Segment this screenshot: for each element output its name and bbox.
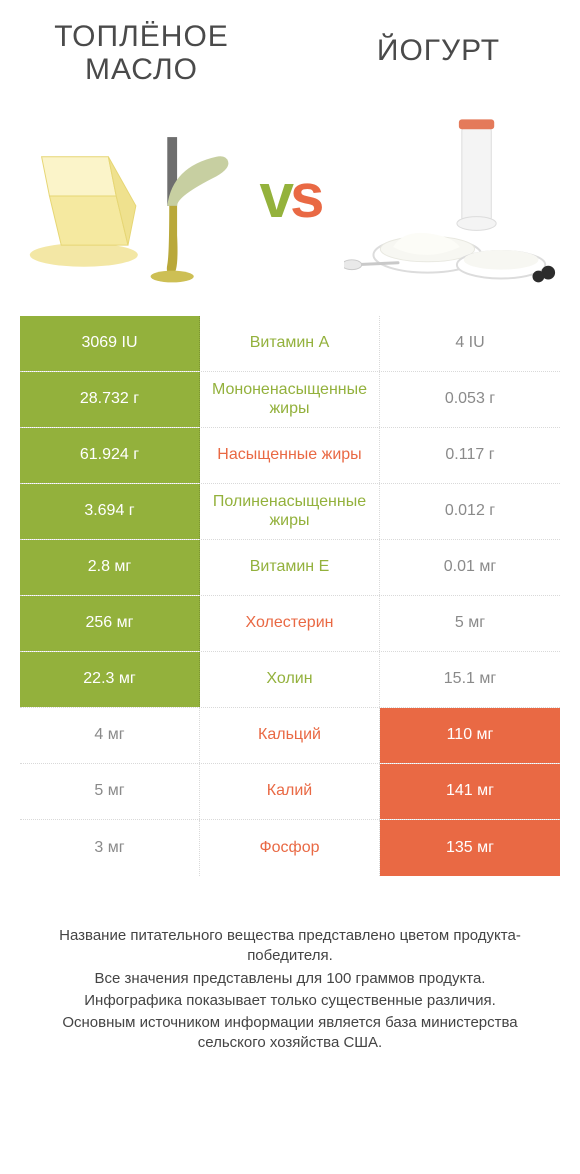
left-value-cell: 3.694 г — [20, 484, 200, 539]
table-row: 256 мгХолестерин5 мг — [20, 596, 560, 652]
right-product-image — [344, 106, 560, 286]
right-value-cell: 0.053 г — [380, 372, 560, 427]
table-row: 4 мгКальций110 мг — [20, 708, 560, 764]
right-value-cell: 0.117 г — [380, 428, 560, 483]
nutrient-label-cell: Насыщенные жиры — [200, 428, 380, 483]
footer-line: Основным источником информации является … — [30, 1013, 550, 1054]
left-value-cell: 256 мг — [20, 596, 200, 651]
ghee-butter-icon — [20, 106, 236, 286]
nutrient-label-cell: Калий — [200, 764, 380, 819]
left-value-cell: 3 мг — [20, 820, 200, 876]
nutrient-label-cell: Витамин A — [200, 316, 380, 371]
nutrient-label-cell: Кальций — [200, 708, 380, 763]
nutrient-label-cell: Фосфор — [200, 820, 380, 876]
right-value-cell: 135 мг — [380, 820, 560, 876]
table-row: 22.3 мгХолин15.1 мг — [20, 652, 560, 708]
right-product-title: ЙОГУРТ — [317, 20, 560, 67]
right-value-cell: 110 мг — [380, 708, 560, 763]
table-row: 61.924 гНасыщенные жиры0.117 г — [20, 428, 560, 484]
images-row: vs — [20, 96, 560, 296]
footer-line: Инфографика показывает только существенн… — [30, 991, 550, 1011]
footer-line: Название питательного вещества представл… — [30, 926, 550, 967]
left-value-cell: 61.924 г — [20, 428, 200, 483]
right-value-cell: 0.01 мг — [380, 540, 560, 595]
left-value-cell: 2.8 мг — [20, 540, 200, 595]
footer-notes: Название питательного вещества представл… — [20, 926, 560, 1054]
right-value-cell: 15.1 мг — [380, 652, 560, 707]
left-product-title: ТОПЛЁНОЕ МАСЛО — [20, 20, 263, 86]
table-row: 3069 IUВитамин A4 IU — [20, 316, 560, 372]
vs-s: s — [290, 162, 320, 231]
right-value-cell: 4 IU — [380, 316, 560, 371]
nutrient-label-cell: Полиненасыщенные жиры — [200, 484, 380, 539]
yogurt-icon — [344, 106, 560, 286]
table-row: 3 мгФосфор135 мг — [20, 820, 560, 876]
nutrient-label-cell: Мононенасыщенные жиры — [200, 372, 380, 427]
nutrient-label-cell: Холестерин — [200, 596, 380, 651]
left-value-cell: 5 мг — [20, 764, 200, 819]
table-row: 2.8 мгВитамин E0.01 мг — [20, 540, 560, 596]
table-row: 5 мгКалий141 мг — [20, 764, 560, 820]
comparison-infographic: ТОПЛЁНОЕ МАСЛО ЙОГУРТ vs — [0, 0, 580, 1086]
titles-row: ТОПЛЁНОЕ МАСЛО ЙОГУРТ — [20, 20, 560, 86]
right-value-cell: 5 мг — [380, 596, 560, 651]
vs-v: v — [260, 162, 290, 231]
nutrient-label-cell: Витамин E — [200, 540, 380, 595]
left-value-cell: 4 мг — [20, 708, 200, 763]
right-value-cell: 141 мг — [380, 764, 560, 819]
footer-line: Все значения представлены для 100 граммо… — [30, 969, 550, 989]
comparison-table: 3069 IUВитамин A4 IU28.732 гМононенасыще… — [20, 316, 560, 876]
left-value-cell: 28.732 г — [20, 372, 200, 427]
table-row: 28.732 гМононенасыщенные жиры0.053 г — [20, 372, 560, 428]
left-value-cell: 22.3 мг — [20, 652, 200, 707]
left-product-image — [20, 106, 236, 286]
left-value-cell: 3069 IU — [20, 316, 200, 371]
nutrient-label-cell: Холин — [200, 652, 380, 707]
vs-label: vs — [236, 161, 344, 232]
table-row: 3.694 гПолиненасыщенные жиры0.012 г — [20, 484, 560, 540]
right-value-cell: 0.012 г — [380, 484, 560, 539]
